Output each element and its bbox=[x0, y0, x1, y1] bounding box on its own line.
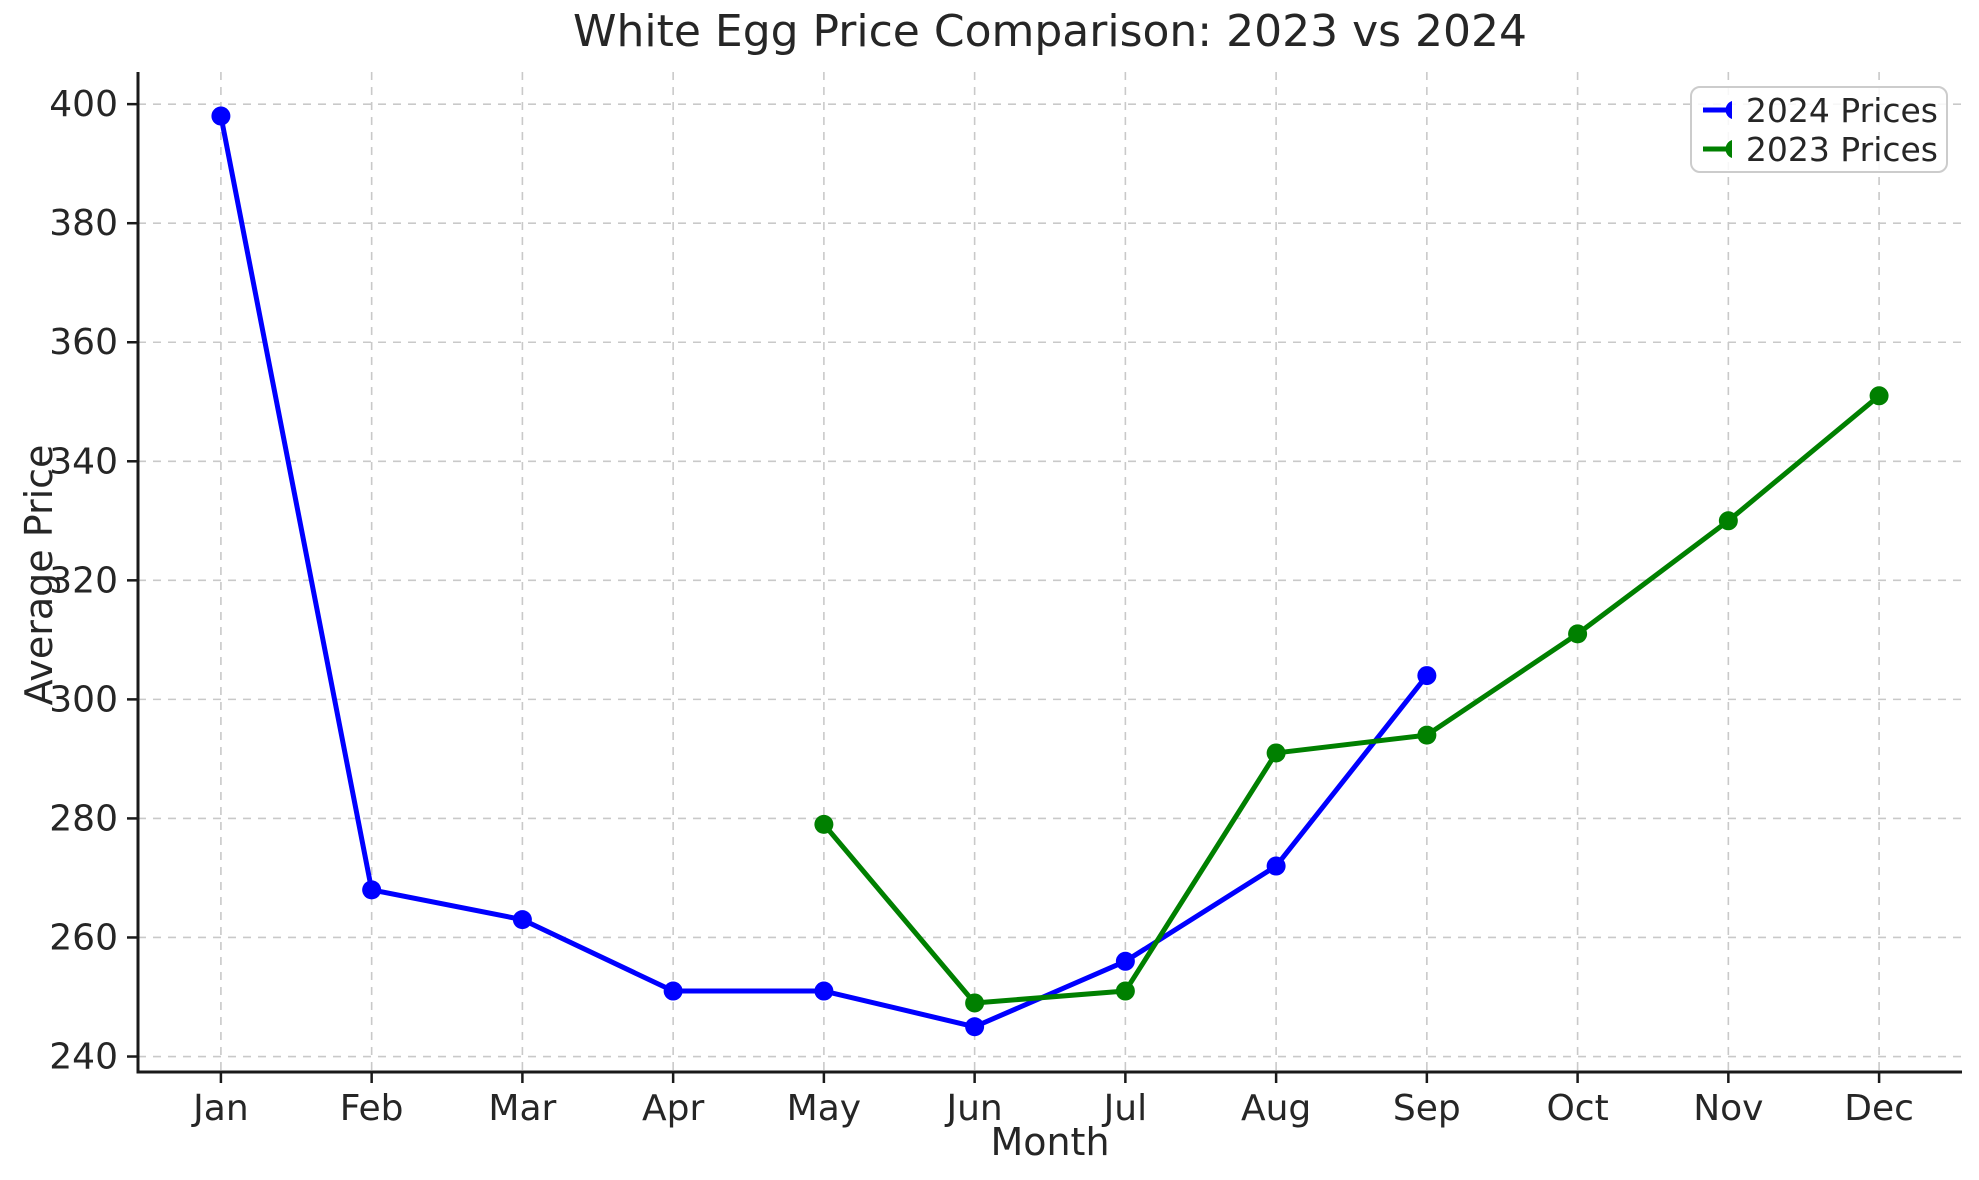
data-point-2023 bbox=[1869, 386, 1889, 406]
legend: 2024 Prices 2023 Prices bbox=[1690, 86, 1948, 173]
legend-entry-2023: 2023 Prices bbox=[1700, 129, 1938, 169]
data-point-2023 bbox=[965, 993, 985, 1013]
y-tick-label: 340 bbox=[49, 441, 118, 482]
x-tick-label: Apr bbox=[642, 1088, 704, 1129]
y-tick-label: 380 bbox=[49, 203, 118, 244]
data-point-2023 bbox=[1115, 981, 1135, 1001]
x-tick-label: Dec bbox=[1844, 1088, 1914, 1129]
data-point-2024 bbox=[663, 981, 683, 1001]
chart-title: White Egg Price Comparison: 2023 vs 2024 bbox=[572, 6, 1528, 57]
legend-entry-2024: 2024 Prices bbox=[1700, 90, 1938, 130]
x-tick-label: Oct bbox=[1546, 1088, 1608, 1129]
data-point-2024 bbox=[362, 880, 382, 900]
y-tick-label: 280 bbox=[49, 798, 118, 839]
x-axis-label: Month bbox=[990, 1120, 1110, 1164]
y-tick-label: 360 bbox=[49, 322, 118, 363]
x-tick-label: Jul bbox=[1102, 1088, 1147, 1129]
x-tick-label: Feb bbox=[340, 1088, 404, 1129]
series-line-2023 bbox=[821, 393, 1882, 1006]
x-tick-label: Jan bbox=[191, 1088, 249, 1129]
data-point-2024 bbox=[512, 910, 532, 930]
legend-label: 2023 Prices bbox=[1745, 129, 1938, 169]
data-point-2023 bbox=[1718, 511, 1738, 531]
x-tick-label: Jun bbox=[945, 1088, 1003, 1129]
x-tick-label: Sep bbox=[1393, 1088, 1461, 1129]
data-point-2023 bbox=[814, 814, 834, 834]
legend-line-marker-icon bbox=[1703, 101, 1732, 119]
x-tick-label: Aug bbox=[1241, 1088, 1311, 1129]
x-tick-label: Nov bbox=[1693, 1088, 1763, 1129]
y-tick-label: 300 bbox=[49, 679, 118, 720]
y-tick-label: 320 bbox=[49, 560, 118, 601]
legend-line-marker-icon bbox=[1703, 140, 1732, 158]
legend-label: 2024 Prices bbox=[1745, 90, 1938, 130]
x-tick-label: May bbox=[787, 1088, 861, 1129]
data-point-2023 bbox=[1417, 725, 1437, 745]
y-tick-label: 260 bbox=[49, 917, 118, 958]
y-tick-label: 400 bbox=[49, 84, 118, 125]
data-point-2023 bbox=[1568, 624, 1588, 644]
data-point-2024 bbox=[814, 981, 834, 1001]
y-tick-label: 240 bbox=[49, 1037, 118, 1078]
data-point-2024 bbox=[1266, 856, 1286, 876]
x-tick-label: Mar bbox=[488, 1088, 556, 1129]
data-point-2023 bbox=[1266, 743, 1286, 763]
data-point-2024 bbox=[211, 106, 231, 126]
y-axis-label: Average Price bbox=[17, 444, 61, 706]
data-point-2024 bbox=[965, 1017, 985, 1037]
data-point-2024 bbox=[1115, 951, 1135, 971]
data-point-2024 bbox=[1417, 666, 1437, 686]
